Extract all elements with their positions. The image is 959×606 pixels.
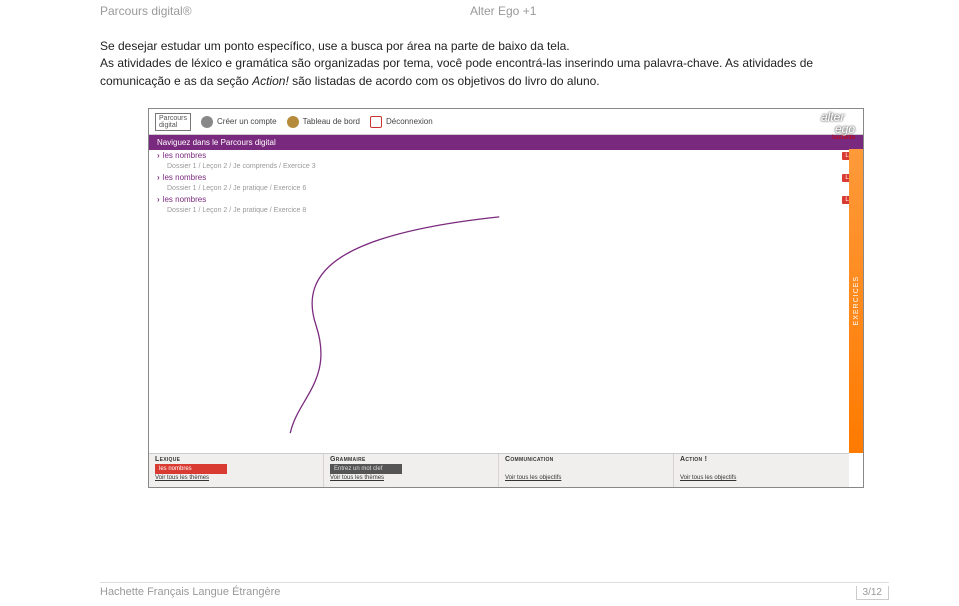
exercises-tab[interactable]: EXERCICES — [849, 149, 863, 453]
lexique-search[interactable]: les nombres — [155, 464, 227, 474]
exercises-label: EXERCICES — [853, 276, 860, 325]
page-header: Parcours digital® Alter Ego +1 — [0, 0, 959, 20]
canvas-area — [149, 215, 863, 453]
nav-bar[interactable]: Naviguez dans le Parcours digital — [149, 135, 863, 150]
grammaire-search[interactable]: Entrez un mot clef — [330, 464, 402, 474]
app-window: Parcours digital Créer un compte Tableau… — [148, 108, 864, 488]
breadcrumb: Dossier 1 / Leçon 2 / Je pratique / Exer… — [157, 207, 855, 214]
tb-label: Créer un compte — [217, 117, 277, 126]
result-item[interactable]: les nombres L2 — [157, 150, 855, 161]
cat-action: Action ! Voir tous les objectifs — [674, 454, 849, 487]
intro-l2a: As atividades de léxico e gramática são … — [100, 56, 722, 70]
cat-communication: Communication Voir tous les objectifs — [499, 454, 674, 487]
tb-label: Tableau de bord — [303, 117, 360, 126]
user-icon — [201, 116, 213, 128]
breadcrumb: Dossier 1 / Leçon 2 / Je comprends / Exe… — [157, 163, 855, 170]
cat-lexique: Lexique les nombres Voir tous les thèmes — [149, 454, 324, 487]
logout-button[interactable]: Déconnexion — [370, 116, 433, 128]
header-left: Parcours digital® — [100, 4, 470, 18]
view-all-objectives-link[interactable]: Voir tous les objectifs — [680, 475, 843, 481]
topbar: Parcours digital Créer un compte Tableau… — [149, 109, 863, 135]
header-right: Alter Ego +1 — [470, 4, 536, 18]
create-account-button[interactable]: Créer un compte — [201, 116, 277, 128]
dashboard-button[interactable]: Tableau de bord — [287, 116, 360, 128]
cat-title: Grammaire — [330, 456, 492, 463]
brand-logo: alter ego hachette — [821, 111, 855, 141]
annotation-curve — [278, 215, 528, 435]
result-title: les nombres — [157, 195, 206, 204]
result-title: les nombres — [157, 151, 206, 160]
search-results: les nombres L2 Dossier 1 / Leçon 2 / Je … — [149, 150, 863, 214]
intro-l1: Se desejar estudar um ponto específico, … — [100, 39, 570, 53]
cat-title: Lexique — [155, 456, 317, 463]
dashboard-icon — [287, 116, 299, 128]
app-logo: Parcours digital — [155, 113, 191, 131]
result-title: les nombres — [157, 173, 206, 182]
page-footer: Hachette Français Langue Étrangère 3/12 — [100, 582, 889, 600]
breadcrumb: Dossier 1 / Leçon 2 / Je pratique / Exer… — [157, 185, 855, 192]
page-number: 3/12 — [856, 586, 889, 600]
intro-text: Se desejar estudar um ponto específico, … — [0, 20, 959, 100]
intro-italic: Action! — [252, 74, 289, 88]
cat-grammaire: Grammaire Entrez un mot clef Voir tous l… — [324, 454, 499, 487]
intro-l2c: são listadas de acordo com os objetivos … — [289, 74, 600, 88]
view-all-objectives-link[interactable]: Voir tous les objectifs — [505, 475, 667, 481]
footer-publisher: Hachette Français Langue Étrangère — [100, 586, 280, 600]
view-all-themes-link[interactable]: Voir tous les thèmes — [330, 475, 492, 481]
result-item[interactable]: les nombres L2 — [157, 194, 855, 205]
result-item[interactable]: les nombres L2 — [157, 172, 855, 183]
logout-icon — [370, 116, 382, 128]
tb-label: Déconnexion — [386, 117, 433, 126]
category-bar: Lexique les nombres Voir tous les thèmes… — [149, 453, 849, 487]
nav-label: Naviguez dans le Parcours digital — [157, 138, 276, 147]
view-all-themes-link[interactable]: Voir tous les thèmes — [155, 475, 317, 481]
cat-title: Communication — [505, 456, 667, 463]
cat-title: Action ! — [680, 456, 843, 463]
